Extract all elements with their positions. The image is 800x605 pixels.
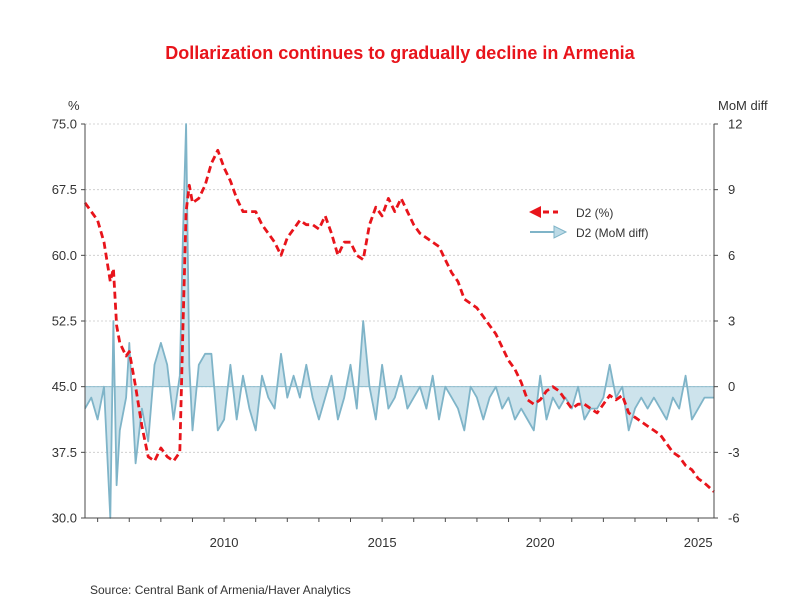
- x-tick-label: 2010: [210, 535, 239, 550]
- chart-title: Dollarization continues to gradually dec…: [165, 43, 635, 63]
- legend-label-mom: D2 (MoM diff): [576, 226, 648, 240]
- left-tick-label: 30.0: [52, 511, 77, 526]
- mom-diff-series: [84, 123, 714, 519]
- source-note: Source: Central Bank of Armenia/Haver An…: [90, 583, 351, 597]
- x-tick-label: 2020: [526, 535, 555, 550]
- right-axis-tick-labels: -6 -3 0 3 6 9 12: [714, 117, 742, 526]
- mom-diff-area: [85, 124, 714, 518]
- legend: D2 (%) D2 (MoM diff): [529, 206, 648, 240]
- right-tick-label: 9: [728, 182, 735, 197]
- right-tick-label: 3: [728, 314, 735, 329]
- right-axis-unit-label: MoM diff: [718, 98, 768, 113]
- right-tick-label: 12: [728, 117, 742, 132]
- x-axis-tick-labels: 2010 2015 2020 2025: [97, 518, 713, 550]
- legend-label-d2: D2 (%): [576, 206, 613, 220]
- left-tick-label: 67.5: [52, 182, 77, 197]
- legend-entry-mom: D2 (MoM diff): [530, 225, 648, 240]
- d2-line: [83, 148, 715, 493]
- left-tick-label: 75.0: [52, 117, 77, 132]
- axes: [84, 124, 715, 519]
- legend-entry-d2: D2 (%): [529, 206, 613, 220]
- right-tick-label: 6: [728, 248, 735, 263]
- gridlines: [85, 123, 714, 453]
- left-tick-label: 45.0: [52, 379, 77, 394]
- x-tick-label: 2025: [684, 535, 713, 550]
- left-tick-label: 52.5: [52, 314, 77, 329]
- legend-arrow-mom: [553, 225, 568, 239]
- left-tick-label: 60.0: [52, 248, 77, 263]
- left-axis-unit-label: %: [68, 98, 80, 113]
- d2-series: [83, 148, 715, 493]
- left-tick-label: 37.5: [52, 445, 77, 460]
- legend-arrow-d2: [529, 206, 541, 218]
- right-tick-label: -3: [728, 445, 740, 460]
- right-tick-label: -6: [728, 511, 740, 526]
- left-axis-tick-labels: 30.0 37.5 45.0 52.5 60.0 67.5 75.0: [52, 117, 85, 526]
- mom-diff-line: [84, 123, 714, 519]
- x-tick-label: 2015: [368, 535, 397, 550]
- right-tick-label: 0: [728, 379, 735, 394]
